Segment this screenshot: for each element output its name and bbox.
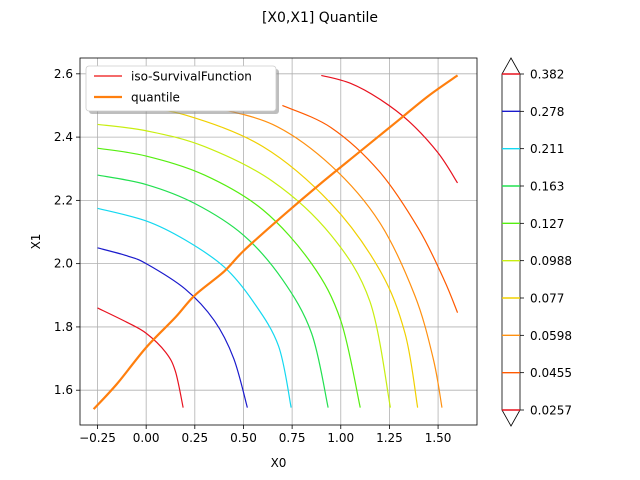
- x-tick-label: −0.25: [79, 431, 116, 445]
- iso-survival-contour-0.211: [204, 104, 443, 408]
- y-axis-ticks: 1.6 1.8 2.0 2.2 2.4 2.6: [54, 67, 80, 397]
- colorbar-tick-label: 0.077: [530, 292, 564, 306]
- plot-area: −0.25 0.00 0.25 0.50 0.75 1.00 1.25 1.50 1.6 1.8…: [54, 57, 478, 445]
- x-tick-label: 0.75: [279, 431, 306, 445]
- y-tick-label: 2.0: [54, 257, 73, 271]
- x-tick-label: 1.00: [327, 431, 354, 445]
- colorbar-level-lines: 0.0257 0.0455 0.0598 0.077 0.0988 0.127 0.163 0…: [502, 68, 572, 418]
- colorbar-tick-label: 0.0257: [530, 404, 572, 418]
- chart-title: [X0,X1] Quantile: [262, 10, 378, 26]
- iso-survival-contour-0.278: [282, 104, 459, 313]
- y-tick-label: 2.6: [54, 67, 73, 81]
- legend-label-iso-survival: iso-SurvivalFunction: [131, 70, 252, 84]
- colorbar-extend-top: [501, 57, 521, 75]
- iso-survival-contour-0.0257: [97, 307, 184, 408]
- colorbar-tick-label: 0.127: [530, 217, 564, 231]
- iso-survival-contour-0.0988: [97, 147, 361, 408]
- colorbar-tick-label: 0.0598: [530, 329, 572, 343]
- colorbar-tick-label: 0.211: [530, 142, 564, 156]
- x-axis-label: X0: [271, 456, 287, 470]
- y-tick-label: 1.8: [54, 320, 73, 334]
- iso-survival-contour-0.163: [126, 104, 419, 408]
- colorbar: 0.0257 0.0455 0.0598 0.077 0.0988 0.127 0.163 0…: [501, 57, 572, 427]
- legend-box: [85, 65, 277, 112]
- colorbar-extend-bottom: [501, 409, 521, 427]
- x-tick-label: 0.50: [230, 431, 257, 445]
- iso-survival-contour-0.382: [321, 74, 459, 184]
- y-tick-label: 2.4: [54, 130, 73, 144]
- x-tick-label: 0.00: [133, 431, 160, 445]
- contour-lines: [97, 74, 459, 408]
- quantile-curve: [92, 74, 459, 410]
- colorbar-tick-label: 0.163: [530, 180, 564, 194]
- plot-frame: [79, 57, 478, 426]
- legend-label-quantile: quantile: [131, 91, 180, 105]
- colorbar-tick-label: 0.0988: [530, 254, 572, 268]
- colorbar-tick-label: 0.278: [530, 105, 564, 119]
- x-axis-ticks: −0.25 0.00 0.25 0.50 0.75 1.00 1.25 1.50: [79, 425, 451, 445]
- x-tick-label: 1.50: [425, 431, 452, 445]
- y-axis-label: X1: [29, 234, 43, 250]
- colorbar-frame: [501, 73, 521, 411]
- legend: iso-SurvivalFunction quantile: [85, 65, 279, 114]
- iso-survival-contour-0.0455: [97, 247, 248, 408]
- colorbar-tick-label: 0.0455: [530, 366, 572, 380]
- x-tick-label: 1.25: [376, 431, 403, 445]
- y-tick-label: 1.6: [54, 383, 73, 397]
- iso-survival-contour-0.127: [97, 123, 391, 408]
- iso-survival-contour-0.077: [97, 174, 329, 408]
- x-tick-label: 0.25: [181, 431, 208, 445]
- y-tick-label: 2.2: [54, 193, 73, 207]
- colorbar-tick-label: 0.382: [530, 68, 564, 82]
- iso-survival-contour-0.0598: [97, 207, 292, 408]
